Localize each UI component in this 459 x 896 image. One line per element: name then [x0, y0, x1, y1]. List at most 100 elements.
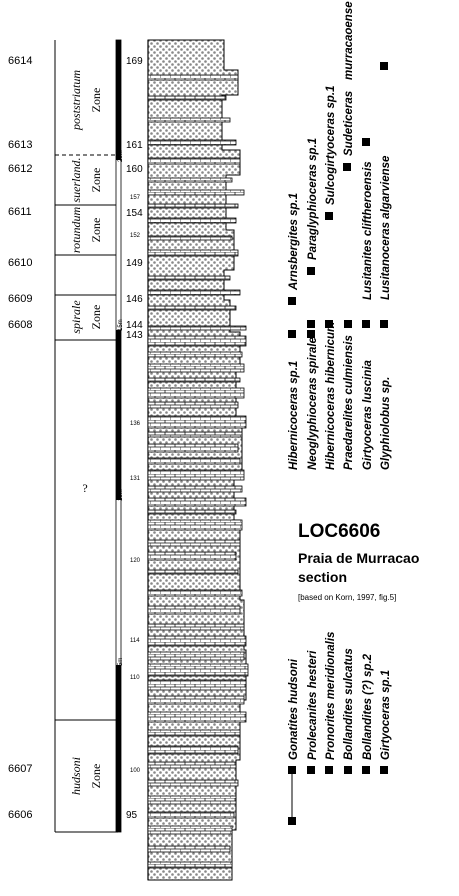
limestone-bed	[147, 289, 241, 296]
taxon-label: Praedarelites culmiensis	[343, 335, 355, 470]
limestone-bed	[147, 605, 241, 615]
bed-number: 157	[130, 195, 141, 201]
svg-text:Zone: Zone	[89, 764, 103, 789]
limestone-bed	[147, 519, 243, 531]
taxa-lower: Gonatites hudsoni Prolecanites hesteri P…	[288, 632, 392, 825]
meter-mark: 15m	[118, 319, 124, 331]
limestone-bed	[147, 509, 237, 515]
limestone-beds	[147, 74, 249, 869]
taxon-label: Glyphiolobus sp.	[380, 377, 392, 470]
taxon-label: Hibernicoceras sp.1	[288, 361, 300, 470]
taxon-label: Girtyoceras sp.1	[380, 670, 392, 760]
limestone-bed	[147, 443, 239, 453]
bed-number: 149	[126, 258, 143, 269]
limestone-bed	[147, 761, 237, 769]
svg-text:Zone: Zone	[89, 168, 103, 193]
limestone-bed	[147, 177, 233, 183]
limestone-bed	[147, 779, 239, 787]
limestone-bed	[147, 401, 239, 409]
limestone-bed	[147, 469, 245, 481]
bed-number: 152	[130, 233, 141, 239]
meter-mark: 10m	[118, 489, 124, 501]
taxon-label: Sudeticeras	[343, 91, 355, 156]
bed-number: 160	[126, 164, 143, 175]
svg-text:Zone: Zone	[89, 218, 103, 243]
occurrence-marker	[307, 267, 315, 275]
limestone-bed	[147, 497, 247, 507]
bed-number: 95	[126, 810, 138, 821]
zone-spirale: spirale Zone	[69, 300, 103, 334]
limestone-bed	[147, 811, 235, 819]
taxa-upper: Arnsbergites sp.1 Paraglyphioceras sp.1 …	[288, 1, 392, 305]
limestone-bed	[147, 589, 243, 597]
level-label: 6609	[8, 293, 32, 305]
taxa-middle: Hibernicoceras sp.1 Neoglyphioceras spir…	[288, 320, 392, 470]
limestone-bed	[147, 351, 243, 358]
thickness-scale-bar: 20m 15m 10m 5m	[115, 39, 124, 833]
taxon-label: Neoglyphioceras spirale	[307, 336, 319, 470]
level-label: 6612	[8, 163, 32, 175]
occurrence-marker	[380, 766, 388, 774]
level-label: 6610	[8, 257, 32, 269]
limestone-bed	[147, 539, 241, 547]
limestone-bed	[147, 635, 247, 647]
level-label: 6608	[8, 319, 32, 331]
limestone-bed	[147, 387, 245, 399]
occurrence-marker	[307, 330, 315, 338]
svg-text:Zone: Zone	[89, 88, 103, 113]
limestone-bed	[147, 325, 247, 331]
limestone-bed	[147, 275, 231, 281]
zone-suerland: suerland. Zone	[69, 158, 103, 203]
occurrence-marker	[288, 297, 296, 305]
level-labels: 6614 6613 6612 6611 6610 6609 6608 6607 …	[8, 55, 32, 821]
limestone-bed	[147, 861, 233, 869]
taxon-label: Prolecanites hesteri	[307, 650, 319, 760]
occurrence-marker	[288, 766, 296, 774]
bed-number: 146	[126, 294, 143, 305]
occurrence-marker	[325, 320, 333, 328]
taxon-label: murracaoense	[343, 1, 355, 80]
svg-text:Zone: Zone	[89, 305, 103, 330]
occurrence-marker	[362, 138, 370, 146]
limestone-bed	[147, 679, 247, 691]
limestone-bed	[147, 235, 233, 241]
bed-number: 161	[126, 140, 143, 151]
taxon-label: Arnsbergites sp.1	[288, 193, 300, 291]
taxon-label: Girtyoceras luscinia	[362, 359, 374, 470]
occurrence-marker	[344, 766, 352, 774]
occurrence-marker	[307, 766, 315, 774]
occurrence-marker	[362, 320, 370, 328]
zone-rotundum: rotundum Zone	[69, 207, 103, 254]
level-label: 6613	[8, 139, 32, 151]
meter-mark: 5m	[118, 658, 124, 666]
limestone-bed	[147, 551, 237, 561]
limestone-bed	[147, 95, 227, 101]
limestone-bed	[147, 695, 245, 705]
taxon-label: Bollandites (?) sp.2	[362, 653, 374, 760]
taxon-label: Bollandites sulcatus	[343, 648, 355, 760]
svg-text:spirale: spirale	[69, 300, 83, 334]
level-label: 6607	[8, 763, 32, 775]
bed-number: 143	[126, 330, 143, 341]
limestone-bed	[147, 711, 247, 723]
limestone-bed	[147, 825, 233, 835]
limestone-bed	[147, 139, 237, 146]
svg-text:suerland.: suerland.	[69, 158, 83, 203]
source-citation: [based on Korn, 1997, fig.5]	[298, 593, 396, 602]
limestone-bed	[147, 729, 241, 737]
locality-code: LOC6606	[298, 521, 380, 542]
taxon-label: Paraglyphioceras sp.1	[307, 138, 319, 260]
occurrence-marker	[288, 817, 296, 825]
limestone-bed	[147, 415, 247, 429]
limestone-bed	[147, 795, 237, 805]
level-label: 6614	[8, 55, 32, 67]
zone-poststriatum: poststriatum Zone	[69, 70, 103, 131]
zone-hudsoni: hudsoni Zone	[69, 757, 103, 795]
limestone-bed	[147, 377, 241, 383]
limestone-bed	[147, 623, 245, 631]
svg-text:poststriatum: poststriatum	[69, 70, 83, 131]
limestone-bed	[147, 335, 247, 347]
limestone-bed	[147, 651, 245, 661]
taxon-label: Lusitanoceras algarviense	[380, 155, 392, 300]
